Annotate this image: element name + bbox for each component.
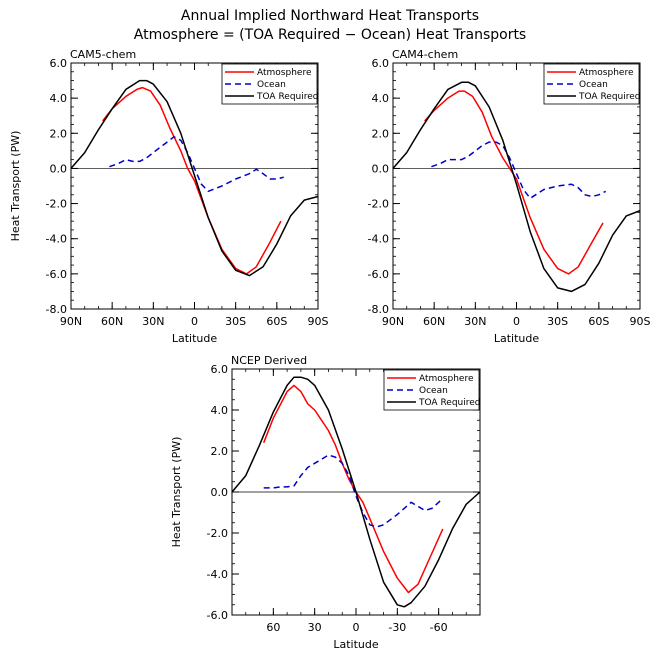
y-tick-label: -4.0 xyxy=(368,233,389,246)
y-tick-label: -2.0 xyxy=(46,198,67,211)
legend-label: Atmosphere xyxy=(419,374,474,384)
legend-label: TOA Required xyxy=(418,398,481,408)
series-line-ocean xyxy=(431,141,607,200)
y-tick-label: 2.0 xyxy=(372,127,390,140)
legend-label: Atmosphere xyxy=(579,68,634,78)
x-tick-label: 30N xyxy=(142,315,164,328)
legend-label: Ocean xyxy=(257,80,286,90)
x-tick-label: 60 xyxy=(266,621,280,634)
y-tick-label: -8.0 xyxy=(368,303,389,316)
y-tick-label: 0.0 xyxy=(50,162,68,175)
x-tick-label: 60N xyxy=(101,315,123,328)
y-tick-label: -2.0 xyxy=(207,527,228,540)
y-tick-label: 2.0 xyxy=(50,127,68,140)
y-tick-label: 4.0 xyxy=(372,92,390,105)
x-tick-label: 0 xyxy=(353,621,360,634)
plot-frame xyxy=(392,62,641,310)
x-axis-label: Latitude xyxy=(333,638,379,651)
legend-label: TOA Required xyxy=(256,92,319,102)
series-line-atmosphere xyxy=(102,86,282,275)
x-tick-label: 90N xyxy=(60,315,82,328)
x-tick-label: 30 xyxy=(308,621,322,634)
series-line-toa-required xyxy=(392,81,641,293)
legend-label: TOA Required xyxy=(578,92,641,102)
plot-frame xyxy=(231,368,481,616)
x-axis-label: Latitude xyxy=(494,332,540,345)
x-tick-label: 30S xyxy=(225,315,246,328)
x-tick-label: 60S xyxy=(588,315,609,328)
panel-title: NCEP Derived xyxy=(231,354,307,367)
y-tick-label: -4.0 xyxy=(46,233,67,246)
plot-frame xyxy=(70,62,319,310)
y-tick-label: 4.0 xyxy=(50,92,68,105)
series-line-toa-required xyxy=(231,376,481,608)
y-tick-label: 6.0 xyxy=(211,363,229,376)
figure-title-line1: Annual Implied Northward Heat Transports xyxy=(181,8,479,24)
x-tick-label: 90S xyxy=(630,315,651,328)
y-axis-label: Heat Transport (PW) xyxy=(170,437,183,548)
y-tick-label: 0.0 xyxy=(372,162,390,175)
legend-label: Ocean xyxy=(419,386,448,396)
y-tick-label: -6.0 xyxy=(207,609,228,622)
chart-panel-3: 6.0 4.0 2.0 0.0 -2.0 -4.0 -6.0 60 30 0 -30 -60 Atmos… xyxy=(170,354,481,651)
series-line-atmosphere xyxy=(424,90,604,275)
y-tick-label: 2.0 xyxy=(211,445,229,458)
y-tick-label: 0.0 xyxy=(211,486,229,499)
panel-title: CAM5-chem xyxy=(70,48,136,61)
x-tick-label: 60N xyxy=(423,315,445,328)
x-tick-label: 60S xyxy=(266,315,287,328)
x-axis-label: Latitude xyxy=(172,332,218,345)
x-tick-label: 30N xyxy=(464,315,486,328)
y-tick-label: 6.0 xyxy=(372,57,390,70)
x-tick-label: 0 xyxy=(191,315,198,328)
y-tick-label: -6.0 xyxy=(368,268,389,281)
y-tick-label: 4.0 xyxy=(211,404,229,417)
panel-title: CAM4-chem xyxy=(392,48,458,61)
y-tick-label: -2.0 xyxy=(368,198,389,211)
y-tick-label: -8.0 xyxy=(46,303,67,316)
x-tick-label: -60 xyxy=(430,621,448,634)
series-line-ocean xyxy=(263,454,444,528)
series-line-toa-required xyxy=(70,79,319,277)
y-tick-label: 6.0 xyxy=(50,57,68,70)
legend-label: Ocean xyxy=(579,80,608,90)
y-axis-label: Heat Transport (PW) xyxy=(9,131,22,242)
x-tick-label: 0 xyxy=(513,315,520,328)
figure-title-line2: Atmosphere = (TOA Required − Ocean) Heat… xyxy=(134,27,526,43)
x-tick-label: 90N xyxy=(382,315,404,328)
legend-label: Atmosphere xyxy=(257,68,312,78)
x-tick-label: 90S xyxy=(308,315,329,328)
x-tick-label: -30 xyxy=(388,621,406,634)
y-tick-label: -6.0 xyxy=(46,268,67,281)
y-tick-label: -4.0 xyxy=(207,568,228,581)
x-tick-label: 30S xyxy=(547,315,568,328)
